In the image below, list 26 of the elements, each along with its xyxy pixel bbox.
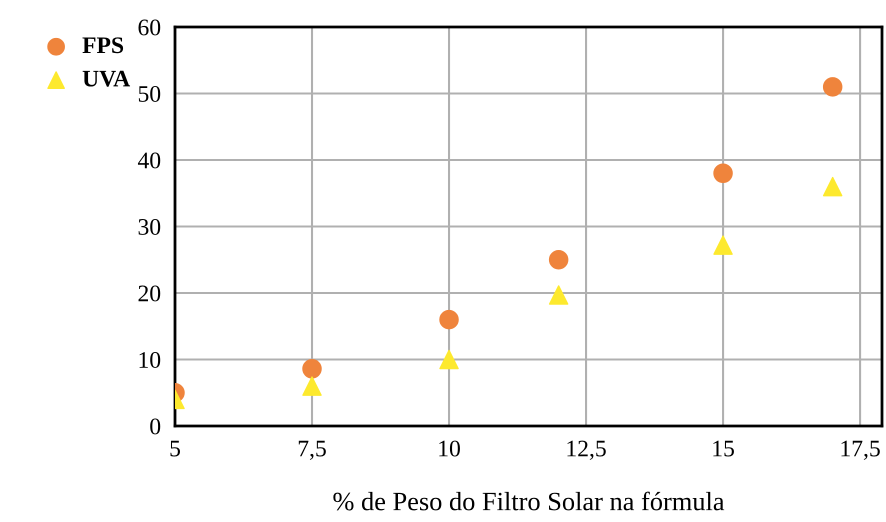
point <box>439 310 459 330</box>
x-tick-label: 5 <box>170 440 180 457</box>
legend-label: UVA <box>82 70 130 87</box>
x-tick-label: 10 <box>439 440 460 457</box>
x-tick-label: 7,5 <box>298 440 326 460</box>
y-tick-label: 10 <box>140 352 160 368</box>
x-tick-label: 17,5 <box>841 440 880 460</box>
x-tick-label: 15 <box>713 440 734 457</box>
point <box>439 350 459 370</box>
y-tick-label: 20 <box>138 285 160 302</box>
point <box>548 250 568 270</box>
y-tick-label: 30 <box>138 218 160 235</box>
y-tick-label: 0 <box>150 418 160 434</box>
point <box>548 285 568 305</box>
point <box>713 164 733 184</box>
x-tick-label: 12,5 <box>567 440 606 460</box>
point <box>302 359 322 379</box>
point <box>302 376 322 396</box>
y-tick-label: 60 <box>138 19 160 36</box>
point <box>822 176 842 196</box>
y-tick-label: 50 <box>138 86 160 102</box>
legend-label: FPS <box>82 37 124 54</box>
y-tick-label: 40 <box>138 152 160 168</box>
point <box>822 77 842 97</box>
point <box>713 235 733 255</box>
x-axis-title: % de Peso do Filtro Solar na fórmula <box>333 492 724 511</box>
